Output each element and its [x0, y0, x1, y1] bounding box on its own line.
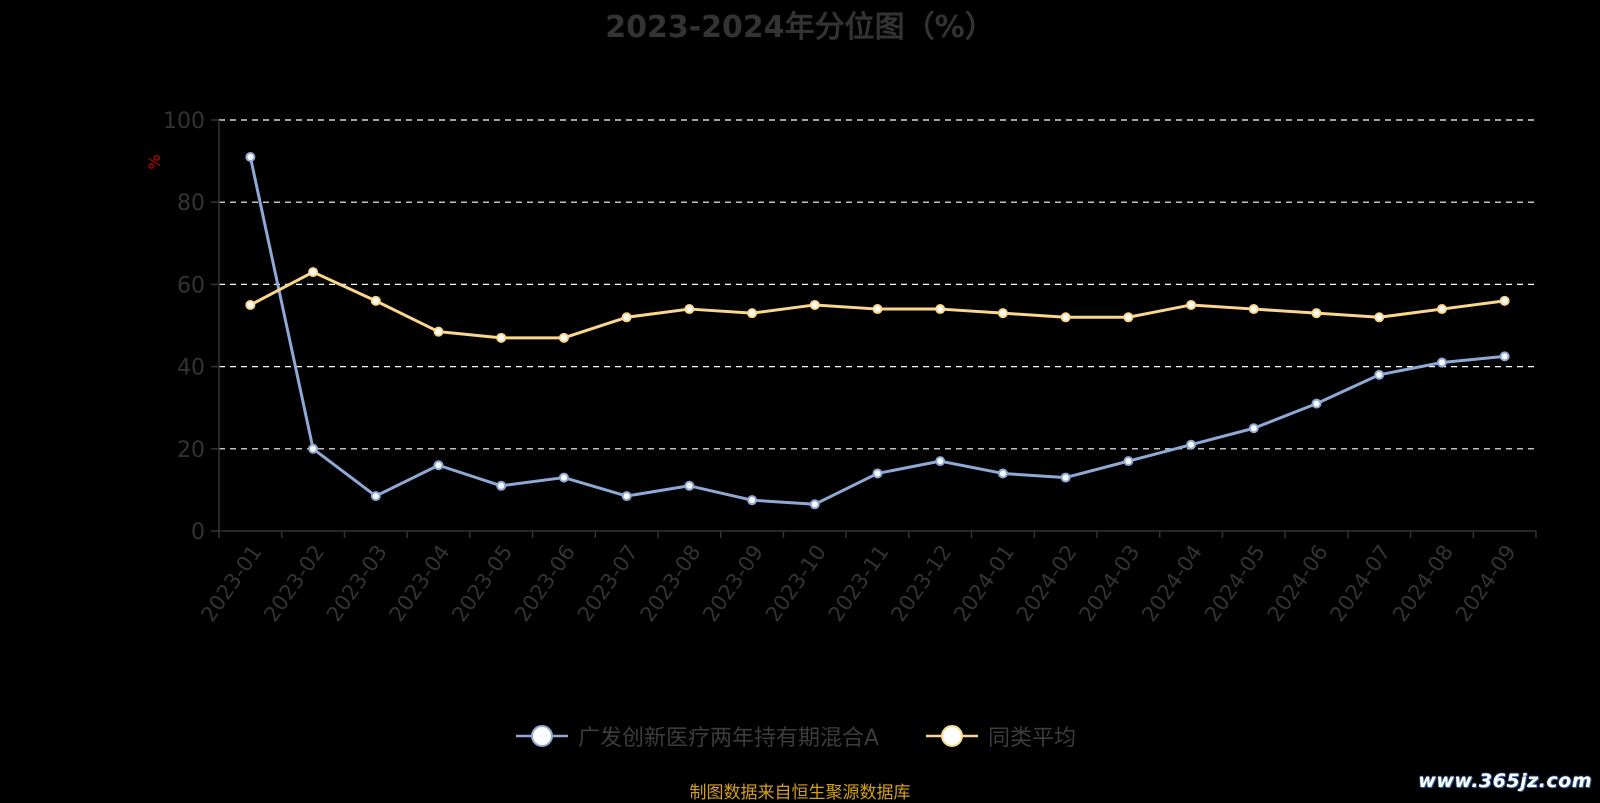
- data-point: [370, 491, 381, 502]
- x-tick-label: 2024-02: [1012, 541, 1082, 627]
- data-point: [809, 299, 820, 310]
- data-point: [1499, 295, 1510, 306]
- y-tick-label: 20: [177, 438, 205, 463]
- x-tick-label: 2023-08: [636, 541, 706, 627]
- x-tick-label: 2024-09: [1451, 541, 1521, 627]
- data-point: [496, 480, 507, 491]
- data-point: [1123, 312, 1134, 323]
- data-point: [433, 460, 444, 471]
- data-point: [1436, 304, 1447, 315]
- series: [245, 151, 1510, 510]
- x-tick-label: 2023-05: [447, 541, 517, 627]
- data-point: [1123, 456, 1134, 467]
- data-point: [621, 491, 632, 502]
- x-tick-label: 2024-05: [1200, 541, 1270, 627]
- data-point: [1499, 351, 1510, 362]
- data-point: [1248, 423, 1259, 434]
- data-point: [1374, 312, 1385, 323]
- data-point: [308, 443, 319, 454]
- data-point: [433, 326, 444, 337]
- data-point: [872, 304, 883, 315]
- x-tick-label: 2024-07: [1325, 541, 1395, 627]
- x-tick-label: 2023-10: [761, 541, 831, 627]
- data-point: [308, 267, 319, 278]
- data-source-note: 制图数据来自恒生聚源数据库: [689, 783, 911, 803]
- data-point: [245, 151, 256, 162]
- data-point: [1311, 308, 1322, 319]
- data-point: [809, 499, 820, 510]
- data-point: [621, 312, 632, 323]
- x-tick-label: 2023-01: [197, 541, 267, 627]
- x-tick-label: 2024-03: [1075, 541, 1145, 627]
- x-tick-label: 2023-02: [259, 541, 329, 627]
- legend-marker-fund-icon: [516, 725, 568, 747]
- data-point: [496, 332, 507, 343]
- data-point: [245, 299, 256, 310]
- data-point: [1436, 357, 1447, 368]
- x-tick-label: 2023-03: [322, 541, 392, 627]
- x-tick-labels: 2023-012023-022023-032023-042023-052023-…: [197, 541, 1521, 627]
- y-tick-label: 80: [177, 191, 205, 216]
- data-point: [935, 456, 946, 467]
- data-point: [684, 480, 695, 491]
- legend-label-average: 同类平均: [988, 726, 1077, 751]
- data-point: [1186, 439, 1197, 450]
- data-point: [684, 304, 695, 315]
- data-point: [747, 308, 758, 319]
- data-point: [558, 472, 569, 483]
- y-tick-label: 60: [177, 273, 205, 298]
- series-0: [245, 151, 1510, 510]
- data-point: [1060, 472, 1071, 483]
- x-tick-label: 2024-04: [1137, 541, 1207, 627]
- data-point: [1248, 304, 1259, 315]
- data-point: [872, 468, 883, 479]
- y-tick-label: 100: [163, 109, 205, 134]
- axes: [211, 119, 1537, 538]
- data-point: [1186, 299, 1197, 310]
- x-tick-label: 2024-08: [1388, 541, 1458, 627]
- data-point: [747, 495, 758, 506]
- series-1: [245, 267, 1510, 343]
- y-tick-label: 0: [191, 520, 205, 545]
- legend-item-average[interactable]: 同类平均: [926, 718, 1076, 754]
- legend-item-fund[interactable]: 广发创新医疗两年持有期混合A: [516, 718, 879, 754]
- chart-title: 2023-2024年分位图（%）: [605, 10, 995, 45]
- data-point: [1060, 312, 1071, 323]
- data-point: [997, 308, 1008, 319]
- x-tick-label: 2023-11: [824, 541, 894, 627]
- data-point: [1374, 369, 1385, 380]
- y-axis-title: %: [145, 154, 164, 169]
- y-tick-labels: 0 20 40 60 80 100: [163, 109, 205, 545]
- x-tick-label: 2023-09: [698, 541, 768, 627]
- data-point: [935, 304, 946, 315]
- x-tick-label: 2023-07: [573, 541, 643, 627]
- x-tick-label: 2023-04: [385, 541, 455, 627]
- grid-lines: [219, 119, 1536, 450]
- data-point: [997, 468, 1008, 479]
- x-tick-label: 2024-06: [1263, 541, 1333, 627]
- x-tick-label: 2024-01: [949, 541, 1019, 627]
- data-point: [370, 295, 381, 306]
- legend-label-fund: 广发创新医疗两年持有期混合A: [578, 726, 880, 751]
- y-tick-label: 40: [177, 356, 205, 381]
- watermark-logo: www.365jz.com: [1418, 770, 1592, 792]
- x-tick-label: 2023-12: [886, 541, 956, 627]
- legend-marker-average-icon: [926, 725, 978, 747]
- x-tick-label: 2023-06: [510, 541, 580, 627]
- data-point: [1311, 398, 1322, 409]
- data-point: [558, 332, 569, 343]
